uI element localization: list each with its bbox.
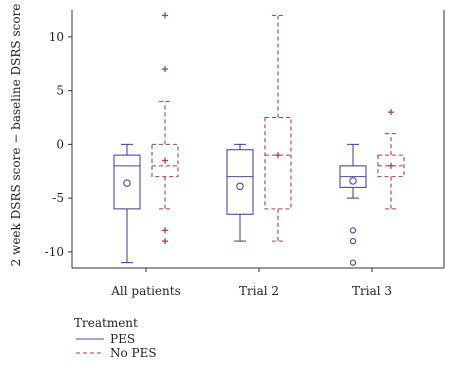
x-tick-label: Trial 2 <box>239 284 279 298</box>
outlier-point <box>162 66 168 73</box>
y-axis-label: 2 week DSRS score − baseline DSRS score <box>9 4 23 267</box>
mean-marker <box>275 152 281 159</box>
box-iqr <box>226 149 254 215</box>
y-axis: 10 5 0 -5 -10 <box>45 30 72 259</box>
outlier-point <box>349 259 357 266</box>
outlier-point <box>349 237 357 245</box>
mean-marker <box>388 162 394 169</box>
pes-box-2 <box>339 143 367 266</box>
outlier-point <box>162 238 168 245</box>
y-tick-label: -10 <box>45 245 64 259</box>
x-tick-label: Trial 3 <box>352 284 392 298</box>
outlier-point <box>162 12 168 19</box>
y-tick-label: -5 <box>52 191 64 205</box>
x-axis: All patients Trial 2 Trial 3 <box>110 268 392 298</box>
no-pes-box-0 <box>151 12 179 245</box>
mean-marker <box>123 179 131 187</box>
boxes <box>113 12 405 266</box>
y-tick-label: 5 <box>56 84 64 98</box>
outlier-point <box>349 227 357 234</box>
pes-box-1 <box>226 143 254 242</box>
pes-box-0 <box>113 143 141 264</box>
mean-marker <box>349 177 357 185</box>
legend-item-label: No PES <box>110 346 157 360</box>
mean-marker <box>162 157 168 164</box>
legend-item-label: PES <box>110 332 135 346</box>
legend-title: Treatment <box>74 316 138 330</box>
box-iqr <box>264 116 292 210</box>
box-iqr <box>151 143 179 178</box>
outlier-point <box>162 227 168 234</box>
no-pes-box-2 <box>377 109 405 210</box>
box-iqr <box>113 154 141 210</box>
x-tick-label: All patients <box>110 284 180 298</box>
outlier-point <box>388 109 394 116</box>
no-pes-box-1 <box>264 14 292 242</box>
y-tick-label: 0 <box>56 137 64 151</box>
plot-frame <box>71 10 445 269</box>
y-tick-label: 10 <box>49 30 64 44</box>
mean-marker <box>236 182 244 191</box>
